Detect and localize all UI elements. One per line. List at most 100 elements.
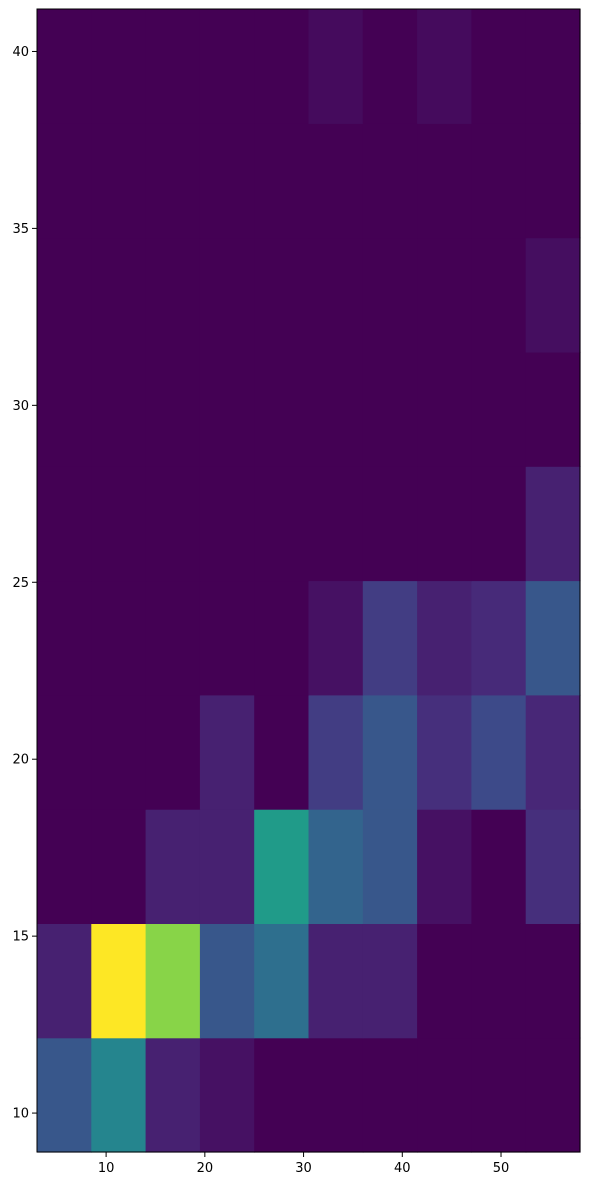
heatmap-cell: [199, 923, 255, 1039]
heatmap-cell: [471, 466, 527, 582]
heatmap-cell: [37, 123, 92, 239]
heatmap-cell: [417, 580, 472, 696]
heatmap-cell: [37, 9, 92, 124]
heatmap-cell: [37, 923, 92, 1039]
heatmap-cell: [417, 9, 472, 124]
heatmap-cell: [362, 123, 418, 239]
heatmap-cell: [91, 237, 147, 353]
heatmap-cell: [254, 123, 310, 239]
y-tick-label: 10: [12, 1107, 29, 1122]
heatmap-cell: [362, 694, 418, 810]
heatmap-cell: [417, 237, 472, 353]
heatmap-cell: [145, 237, 201, 353]
heatmap-cell: [308, 9, 364, 124]
heatmap-cell: [362, 580, 418, 696]
x-tick-label: 20: [197, 1161, 214, 1176]
heatmap-cell: [91, 1037, 147, 1153]
heatmap-cell: [91, 9, 147, 124]
x-axis: 10 20 30 40 50: [98, 1152, 509, 1176]
heatmap-cell: [308, 694, 364, 810]
heatmap-cell: [91, 351, 147, 467]
heatmap-cell: [417, 694, 472, 810]
heatmap-cell: [525, 123, 581, 239]
heatmap-cell: [362, 923, 418, 1039]
heatmap-cell: [308, 580, 364, 696]
heatmap-cell: [308, 809, 364, 924]
heatmap-cell: [37, 237, 92, 353]
heatmap-cell: [417, 466, 472, 582]
heatmap-cell: [91, 580, 147, 696]
heatmap-cell: [254, 580, 310, 696]
heatmap-cell: [362, 466, 418, 582]
x-tick-label: 50: [493, 1161, 510, 1176]
heatmap-cell: [145, 809, 201, 924]
heatmap-cell: [199, 809, 255, 924]
heatmap-cell: [91, 466, 147, 582]
heatmap-cell: [254, 923, 310, 1039]
heatmap-cell: [471, 1037, 527, 1153]
heatmap-cell: [471, 9, 527, 124]
heatmap-cell: [199, 1037, 255, 1153]
heatmap-cell: [471, 809, 527, 924]
heatmap-cell: [91, 923, 147, 1039]
heatmap-cell: [254, 237, 310, 353]
heatmap-cell: [362, 237, 418, 353]
heatmap-cell: [145, 923, 201, 1039]
y-tick-label: 15: [12, 930, 29, 945]
y-axis: 10 15 20 25 30 35 40: [12, 45, 37, 1122]
plot-frame: [36, 8, 581, 1153]
heatmap-cell: [525, 237, 581, 353]
heatmap-cell: [199, 237, 255, 353]
heatmap-cell: [37, 809, 92, 924]
heatmap-cell: [417, 809, 472, 924]
heatmap-cell: [254, 1037, 310, 1153]
heatmap-cell: [471, 123, 527, 239]
heatmap-cell: [471, 580, 527, 696]
heatmap-cell: [525, 580, 581, 696]
heatmap-cell: [199, 694, 255, 810]
heatmap-cell: [525, 694, 581, 810]
heatmap-cell: [254, 351, 310, 467]
heatmap-cell: [417, 123, 472, 239]
heatmap-cell: [525, 466, 581, 582]
heatmap-cell: [525, 351, 581, 467]
heatmap-cell: [417, 923, 472, 1039]
heatmap-cell: [37, 1037, 92, 1153]
heatmap-cell: [525, 9, 581, 124]
heatmap-cell: [308, 1037, 364, 1153]
heatmap-cell: [471, 694, 527, 810]
x-tick-label: 10: [98, 1161, 115, 1176]
heatmap-cell: [145, 1037, 201, 1153]
heatmap-cell: [199, 580, 255, 696]
x-tick-label: 30: [295, 1161, 312, 1176]
heatmap-cell: [145, 9, 201, 124]
heatmap-cell: [145, 580, 201, 696]
heatmap-cell: [199, 9, 255, 124]
heatmap-cells: [37, 9, 581, 1153]
heatmap-cell: [308, 351, 364, 467]
heatmap-cell: [145, 466, 201, 582]
heatmap-cell: [37, 694, 92, 810]
heatmap-cell: [199, 123, 255, 239]
x-tick-label: 40: [394, 1161, 411, 1176]
heatmap-cell: [37, 580, 92, 696]
heatmap-cell: [308, 237, 364, 353]
heatmap-cell: [91, 809, 147, 924]
heatmap-cell: [362, 9, 418, 124]
heatmap-cell: [254, 466, 310, 582]
heatmap-cell: [471, 237, 527, 353]
heatmap-cell: [308, 123, 364, 239]
heatmap-cell: [145, 694, 201, 810]
heatmap-cell: [417, 1037, 472, 1153]
y-tick-label: 25: [12, 576, 29, 591]
heatmap-cell: [145, 123, 201, 239]
heatmap-cell: [525, 923, 581, 1039]
y-tick-label: 30: [12, 399, 29, 414]
heatmap-cell: [471, 351, 527, 467]
heatmap-cell: [254, 9, 310, 124]
heatmap-cell: [91, 123, 147, 239]
heatmap-cell: [417, 351, 472, 467]
heatmap-cell: [471, 923, 527, 1039]
